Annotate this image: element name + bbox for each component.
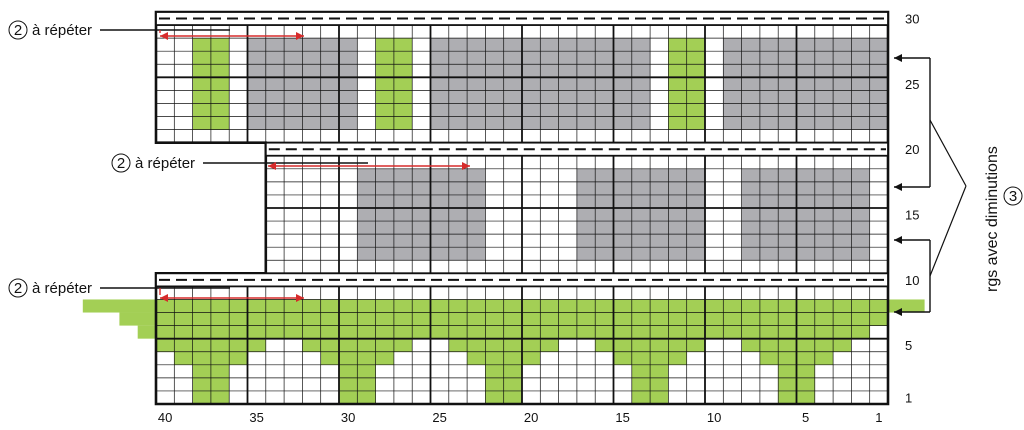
y-tick-label: 15: [905, 208, 919, 223]
chart-axes: 40 35 30 25 20 15 10 5 1 30 25 20 15 10 5 1: [158, 12, 920, 425]
side-num-circle: [1003, 186, 1023, 206]
side-arrow-17-head: [894, 183, 902, 191]
dashed-row-border: [264, 141, 889, 157]
repeat-bot-num-circle: [8, 278, 28, 298]
side-num: 3: [1009, 188, 1017, 205]
chart-overlay: [154, 10, 890, 406]
repeat-top-num-circle: [8, 20, 28, 40]
side-arrow-27-head: [894, 54, 902, 62]
dashed-row-border: [155, 11, 889, 26]
y-tick-label: 5: [905, 338, 912, 353]
dashed-row-border: [155, 272, 889, 288]
repeat-bot-num: 2: [14, 280, 22, 297]
chart-annotations: 2 à répéter 2 à répéter 2 à répéter rgs avec d…: [8, 20, 1023, 316]
repeat-mid-text: à répéter: [135, 155, 195, 172]
side-arrow-7-head: [894, 308, 902, 316]
repeat-mid-num-circle: [111, 153, 131, 173]
repeat-top-arrowhead-right: [296, 32, 304, 40]
repeat-mid-num: 2: [117, 155, 125, 172]
x-tick-label: 20: [524, 410, 538, 425]
y-tick-label: 30: [905, 12, 919, 27]
grey-block: [576, 168, 705, 261]
repeat-top-text: à répéter: [32, 22, 92, 39]
side-brace: [929, 119, 967, 277]
grey-block: [833, 38, 888, 130]
x-tick-label: 10: [707, 410, 721, 425]
repeat-top-arrowhead-left: [160, 32, 168, 40]
grey-block: [357, 168, 486, 261]
x-tick-label: 35: [249, 410, 263, 425]
x-tick-label: 5: [802, 410, 809, 425]
y-tick-label: 10: [905, 273, 919, 288]
repeat-mid-arrowhead-left: [268, 162, 276, 170]
y-tick-label: 25: [905, 77, 919, 92]
x-tick-label: 25: [432, 410, 446, 425]
x-tick-label: 30: [341, 410, 355, 425]
side-arrow-15-head: [894, 236, 902, 244]
y-tick-label: 1: [905, 390, 912, 405]
repeat-top-num: 2: [14, 22, 22, 39]
grey-block: [741, 168, 870, 261]
x-tick-label: 15: [615, 410, 629, 425]
repeat-bot-arrowhead-right: [296, 294, 304, 302]
repeat-bot-text: à répéter: [32, 280, 92, 297]
y-tick-label: 20: [905, 142, 919, 157]
repeat-mid-arrowhead-right: [462, 162, 470, 170]
side-label: rgs avec diminutions: [984, 146, 1001, 292]
repeat-bot-arrowhead-left: [160, 294, 168, 302]
x-tick-label: 1: [875, 410, 882, 425]
chart-grid: [155, 11, 889, 405]
x-tick-label: 40: [158, 410, 172, 425]
